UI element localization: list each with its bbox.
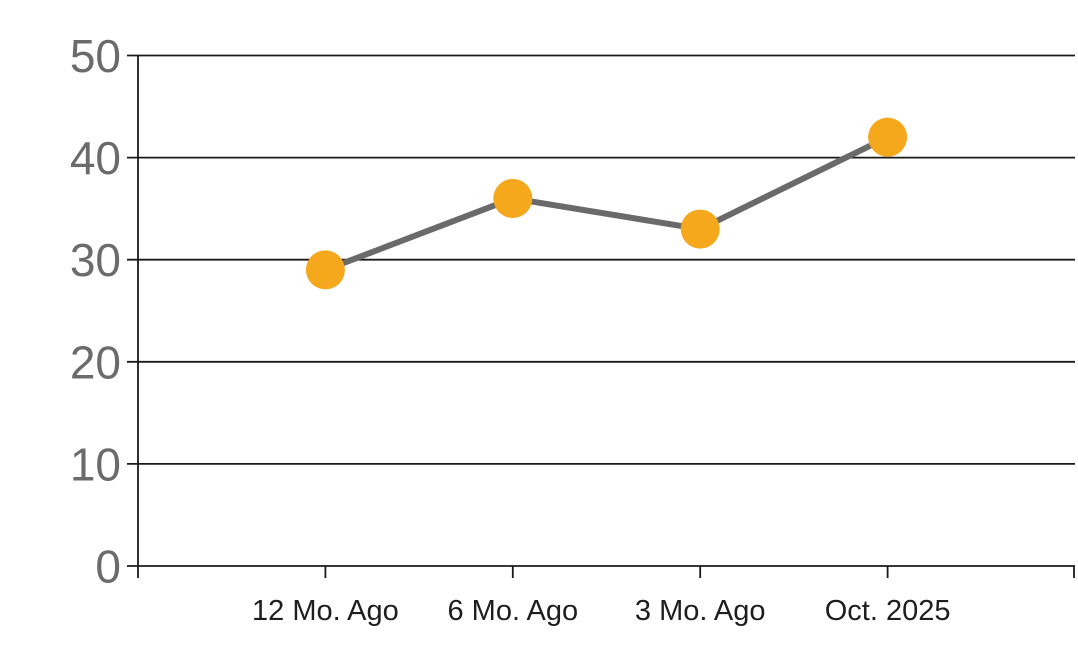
x-tick-label: Oct. 2025 bbox=[825, 595, 951, 627]
y-tick-label: 30 bbox=[70, 234, 121, 286]
y-tick-label: 0 bbox=[95, 541, 121, 593]
y-tick-label: 50 bbox=[70, 30, 121, 82]
x-tick-label: 12 Mo. Ago bbox=[252, 595, 399, 627]
x-tick-label: 6 Mo. Ago bbox=[448, 595, 579, 627]
data-point-marker bbox=[305, 250, 345, 290]
data-point-marker bbox=[680, 209, 720, 249]
series-line bbox=[322, 134, 891, 273]
data-point-marker bbox=[493, 178, 533, 218]
x-tick-label: 3 Mo. Ago bbox=[635, 595, 766, 627]
y-tick-label: 40 bbox=[70, 132, 121, 184]
y-tick-label: 10 bbox=[70, 438, 121, 490]
data-point-marker bbox=[868, 117, 908, 157]
y-tick-label: 20 bbox=[70, 336, 121, 388]
